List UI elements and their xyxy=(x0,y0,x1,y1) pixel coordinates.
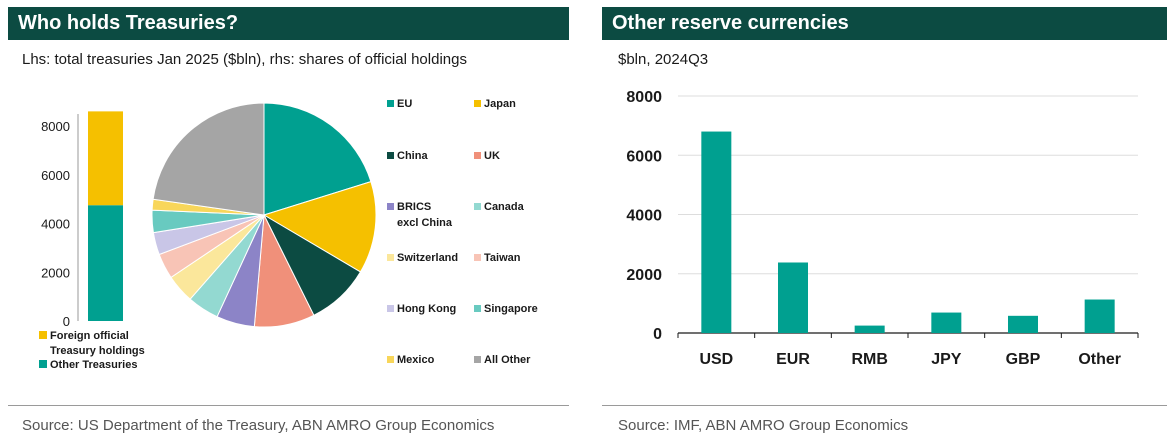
right-title: Other reserve currencies xyxy=(602,7,1167,40)
y-tick-label: 8000 xyxy=(41,119,70,134)
left-source: Source: US Department of the Treasury, A… xyxy=(22,417,495,434)
legend-swatch-uk xyxy=(474,152,481,159)
legend-swatch-brics-excl-china xyxy=(387,203,394,210)
legend-label-uk: UK xyxy=(484,150,500,162)
y-tick-label: 6000 xyxy=(41,168,70,183)
y-tick-label: 4000 xyxy=(626,208,662,225)
x-tick-label: USD xyxy=(699,351,733,368)
x-tick-label: RMB xyxy=(851,351,887,368)
legend-swatch-singapore xyxy=(474,305,481,312)
legend-label-other-treasuries: Other Treasuries xyxy=(50,359,137,371)
bar-segment-other-treasuries xyxy=(88,205,123,321)
legend-label-eu: EU xyxy=(397,98,412,110)
y-tick-label: 4000 xyxy=(41,217,70,232)
left-chart: 0 2000 4000 6000 8000 Foreign official Treasur… xyxy=(39,98,538,371)
legend-label-switzerland: Switzerland xyxy=(397,252,458,264)
right-subtitle: $bln, 2024Q3 xyxy=(618,51,709,68)
legend-swatch-foreign-official-treasury-holdings xyxy=(39,331,47,339)
legend-swatch-taiwan xyxy=(474,254,481,261)
y-tick-label: 2000 xyxy=(626,267,662,284)
y-tick-label: 8000 xyxy=(626,89,662,106)
pie-slice-eu xyxy=(263,102,372,216)
bar-gbp xyxy=(1008,315,1038,333)
legend-swatch-hong-kong xyxy=(387,305,394,312)
legend-label-foreign-official-treasury-holdings: Foreign official Treasury holdings xyxy=(50,330,145,357)
bar-eur xyxy=(778,262,808,333)
legend-label-mexico: Mexico xyxy=(397,354,435,366)
legend-swatch-other-treasuries xyxy=(39,360,47,368)
legend-label-taiwan: Taiwan xyxy=(484,252,521,264)
legend-swatch-eu xyxy=(387,100,394,107)
legend-label-all-other: All Other xyxy=(484,354,531,366)
x-tick-label: JPY xyxy=(931,351,962,368)
legend-swatch-mexico xyxy=(387,356,394,363)
pie-slice-japan xyxy=(262,180,377,273)
y-tick-label: 6000 xyxy=(626,148,662,165)
bar-segment-foreign-official-treasury-holdings xyxy=(88,111,123,206)
legend-swatch-switzerland xyxy=(387,254,394,261)
y-tick-label: 2000 xyxy=(41,265,70,280)
x-tick-label: Other xyxy=(1078,351,1121,368)
legend-label-brics-excl-china: BRICS excl China xyxy=(397,201,453,229)
legend-label-hong-kong: Hong Kong xyxy=(397,303,456,315)
legend-label-singapore: Singapore xyxy=(484,303,538,315)
y-tick-label: 0 xyxy=(63,314,70,329)
left-panel: Who holds Treasuries? Lhs: total treasur… xyxy=(0,0,575,447)
legend-swatch-canada xyxy=(474,203,481,210)
x-tick-label: EUR xyxy=(776,351,810,368)
legend-swatch-all-other xyxy=(474,356,481,363)
legend-swatch-china xyxy=(387,152,394,159)
legend-swatch-japan xyxy=(474,100,481,107)
legend-label-canada: Canada xyxy=(484,201,525,213)
y-tick-label: 0 xyxy=(653,326,662,343)
left-source-divider xyxy=(8,405,569,406)
bar-usd xyxy=(701,131,732,333)
x-tick-label: GBP xyxy=(1006,351,1041,368)
right-chart: 0 2000 4000 6000 8000 USD EUR RMB JPY GBP Other xyxy=(626,89,1139,368)
bar-rmb xyxy=(854,325,885,333)
left-title: Who holds Treasuries? xyxy=(8,7,569,40)
right-source-divider xyxy=(602,405,1167,406)
pie-slice-all-other xyxy=(152,102,265,216)
bar-other xyxy=(1084,299,1115,333)
legend-label-japan: Japan xyxy=(484,98,516,110)
right-source: Source: IMF, ABN AMRO Group Economics xyxy=(618,417,909,434)
left-subtitle: Lhs: total treasuries Jan 2025 ($bln), r… xyxy=(22,51,467,68)
right-panel: Other reserve currencies $bln, 2024Q3 0 2… xyxy=(600,0,1173,447)
legend-label-china: China xyxy=(397,150,428,162)
bar-jpy xyxy=(931,312,962,333)
